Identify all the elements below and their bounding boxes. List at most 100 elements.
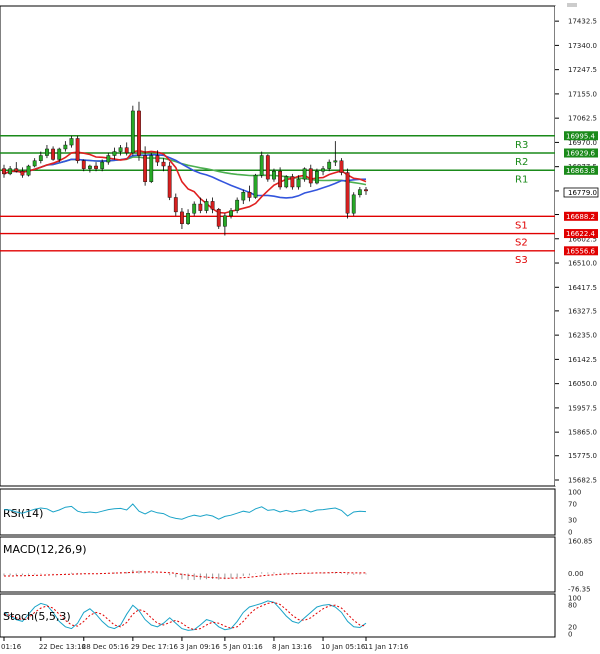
candle (32, 158, 37, 168)
stoch-k-line (3, 600, 367, 631)
time-tick-label: 22 Dec 13:16 (39, 643, 87, 651)
candle-body-up (63, 144, 68, 150)
price-tick-label: 16417.5 (568, 284, 597, 292)
rsi-tick-label: 70 (568, 501, 577, 509)
candle (130, 105, 135, 156)
rsi-tick-label: 30 (568, 517, 577, 525)
candle-body-up (186, 213, 190, 224)
macd-panel-frame (0, 536, 556, 593)
candle (81, 159, 86, 172)
price-tick-label: 16327.5 (568, 307, 597, 315)
candle-body-up (222, 215, 227, 227)
level-name-r3: R3 (515, 140, 528, 151)
candle (94, 162, 98, 172)
rsi-tick-labels: 100 70 30 0 (568, 489, 581, 537)
candle (229, 207, 233, 219)
time-tick-label: 3 Jan 09:16 (180, 643, 220, 651)
candle (45, 145, 49, 159)
candle-body-down (173, 197, 178, 213)
candle-body-up (32, 160, 37, 167)
price-axis (555, 6, 600, 486)
candle (357, 186, 362, 198)
price-tick-label: 17062.5 (568, 115, 597, 123)
stoch-tick-label: 100 (568, 595, 581, 603)
price-tick-label: 16510.0 (568, 260, 597, 268)
candle (161, 158, 166, 172)
macd-title: MACD(12,26,9) (3, 543, 87, 556)
candle-body-down (137, 110, 141, 156)
candle (149, 152, 154, 184)
level-price-tag-r3 (564, 131, 598, 141)
chart-scroll-handle[interactable] (567, 3, 577, 7)
candle (278, 167, 283, 190)
candle-body-up (118, 147, 123, 152)
rsi-panel: RSI(14) 100 70 30 0 (0, 488, 581, 537)
rsi-tick-label: 0 (568, 529, 572, 537)
candle (192, 201, 197, 216)
level-price-tag-text: 16556.6 (566, 247, 595, 255)
candle (302, 167, 307, 182)
candle (180, 207, 184, 229)
candle-body-up (333, 160, 338, 163)
candle-body-up (296, 178, 301, 188)
level-name-r2: R2 (515, 157, 528, 168)
candle (333, 141, 338, 167)
candle (259, 151, 264, 178)
candle-body-down (278, 171, 283, 188)
macd-tick-label: -76.35 (568, 586, 591, 594)
candle (155, 150, 160, 167)
candle (222, 213, 227, 236)
macd-tick-label: 160.85 (568, 538, 593, 546)
candle (321, 166, 325, 176)
price-tick-label: 15865.0 (568, 429, 597, 437)
candle (198, 197, 203, 214)
price-tick-label: 16050.0 (568, 380, 597, 388)
current-price-text: 16779.0 (568, 189, 597, 197)
candle-body-up (112, 151, 117, 156)
price-tick-label: 16970.0 (568, 139, 597, 147)
candle (247, 185, 252, 202)
candle (315, 168, 319, 185)
price-tick-label: 17432.5 (568, 18, 597, 26)
macd-signal-line (4, 571, 366, 579)
macd-tick-labels: 160.85 0.00 -76.35 (568, 538, 593, 594)
candle-body-down (216, 209, 221, 227)
stoch-panel-frame (0, 593, 556, 638)
rsi-title: RSI(14) (3, 507, 43, 520)
stoch-tick-label: 0 (568, 631, 572, 639)
price-panel-frame (0, 5, 556, 487)
price-tick-label: 15957.5 (568, 404, 597, 412)
candle (63, 141, 68, 152)
current-price-tag (563, 187, 599, 198)
candle-body-down (143, 155, 148, 182)
candle (265, 154, 270, 182)
candle (308, 164, 313, 187)
candle-body-up (284, 176, 289, 188)
time-tick-label: 11 Jan 17:16 (364, 643, 409, 651)
candle (204, 198, 209, 214)
candle (75, 135, 80, 164)
candle-body-down (20, 171, 25, 176)
candle (210, 197, 215, 214)
candle-body-down (290, 176, 295, 188)
candle (8, 166, 13, 176)
stoch-tick-label: 80 (568, 602, 577, 610)
time-tick-label: 29 Dec 17:16 (131, 643, 179, 651)
candle-body-up (272, 171, 276, 180)
macd-panel: MACD(12,26,9) 160.85 0.00 -76.35 (0, 536, 593, 594)
candle-body-up (57, 148, 62, 160)
candle (100, 159, 105, 172)
level-price-tag-text: 16995.4 (566, 132, 595, 140)
candle-body-down (2, 168, 6, 175)
candle-body-down (198, 203, 203, 211)
candle (235, 197, 240, 214)
candle-body-down (247, 192, 252, 198)
rsi-tick-label: 100 (568, 489, 581, 497)
candle-body-up (327, 161, 332, 169)
level-name-s1: S1 (515, 220, 528, 231)
candle-body-up (45, 148, 49, 156)
candle-body-up (235, 199, 240, 211)
candle-body-up (26, 165, 31, 176)
candle-body-up (192, 203, 197, 214)
